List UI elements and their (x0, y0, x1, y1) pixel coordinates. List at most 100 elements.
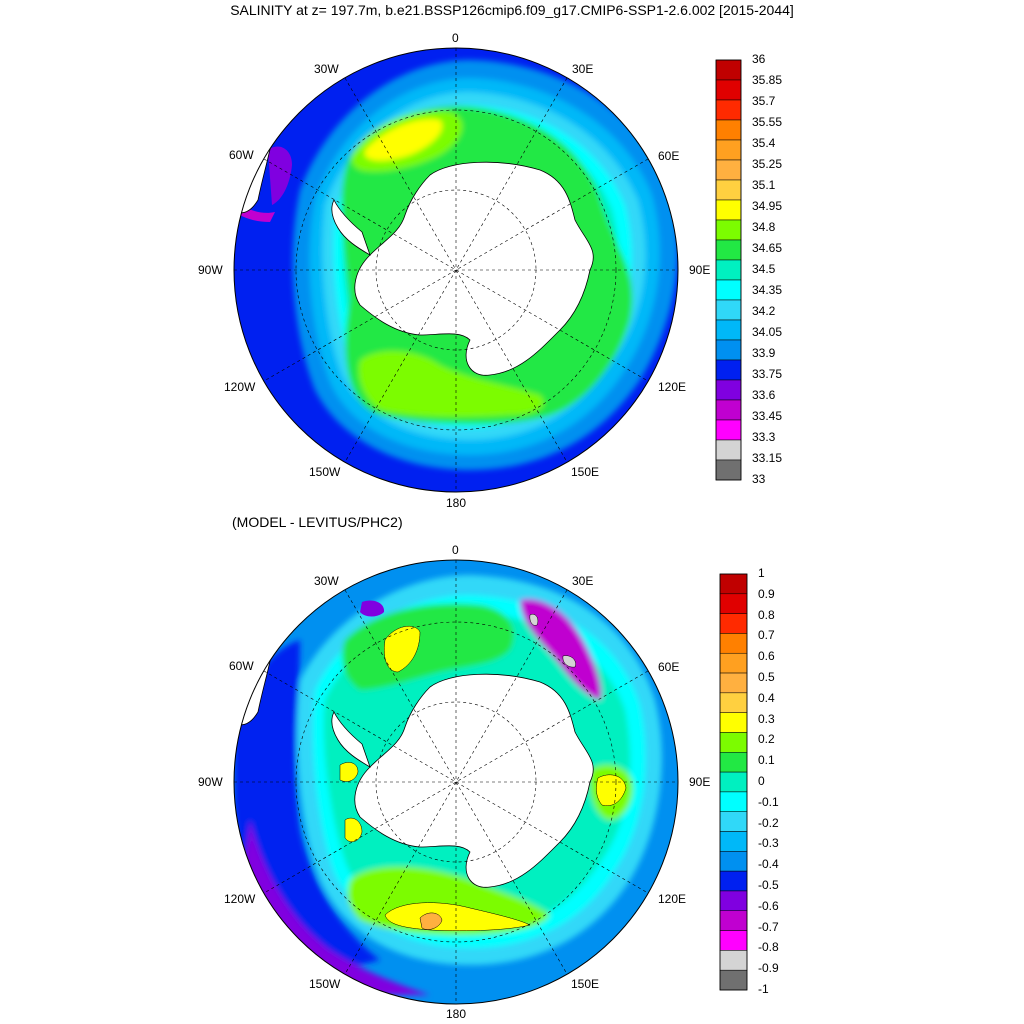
top-lon-label-30w: 30W (314, 62, 339, 76)
top-lon-label-120w: 120W (224, 380, 256, 394)
bottom-colorbar-label: -0.7 (758, 919, 779, 934)
top-purple-patch (268, 146, 292, 205)
top-colorbar-box (715, 99, 742, 121)
bottom-yellow-core-east (596, 774, 627, 806)
bottom-map-border (233, 559, 679, 1005)
top-lon-label-150e: 150E (571, 465, 600, 479)
top-colorbar-label: 35.55 (752, 115, 783, 129)
bottom-colorbar-label: -0.2 (758, 815, 779, 830)
top-colorbar-box (715, 179, 742, 201)
bottom-colorbar-label: -0.9 (758, 961, 779, 976)
bottom-colorbar-box (719, 831, 748, 852)
bottom-colorbar-label: -0.4 (758, 857, 779, 872)
top-lon-label-0: 0 (452, 31, 459, 45)
top-colorbar-label: 36 (752, 52, 766, 66)
figure-title: SALINITY at z= 197.7m, b.e21.BSSP126cmip… (230, 2, 794, 18)
top-colorbar-box (715, 319, 742, 341)
top-colorbar-box (715, 399, 742, 421)
top-colorbar-box (715, 379, 742, 401)
difference-subtitle: (MODEL - LEVITUS/PHC2) (232, 514, 403, 530)
bottom-colorbar-box (719, 969, 748, 991)
bottom-colorbar (719, 573, 748, 991)
bottom-gray-patch-b (562, 655, 576, 668)
bottom-colorbar-box (719, 950, 748, 971)
top-colorbar-box (715, 199, 742, 221)
top-contour-band-34-8 (358, 350, 544, 417)
top-colorbar-box (715, 419, 742, 441)
top-colorbar-box (715, 119, 742, 141)
bottom-gray-patch-a (529, 614, 539, 626)
bottom-lon-label-120e: 120E (658, 892, 687, 906)
bottom-colorbar-label: 0.9 (758, 586, 775, 601)
top-graticule (234, 48, 678, 492)
bottom-colorbar-box (719, 732, 748, 753)
top-colorbar-box (715, 239, 742, 261)
top-colorbar-label: 33.75 (752, 367, 783, 381)
top-colorbar-label: 34.05 (752, 325, 783, 339)
bottom-colorbar-label: -1 (758, 982, 769, 996)
top-colorbar-box (715, 339, 742, 361)
bottom-purple-patch-nw (360, 600, 385, 617)
bottom-colorbar-box (719, 890, 748, 912)
top-lon-label-60w: 60W (229, 148, 254, 162)
top-colorbar-label: 34.35 (752, 283, 783, 297)
bottom-colorbar-box (719, 851, 748, 872)
bottom-yellow-core-west (339, 762, 359, 782)
bottom-lon-label-60w: 60W (229, 659, 254, 673)
bottom-lon-label-0: 0 (452, 543, 459, 557)
bottom-colorbar-box (719, 870, 748, 892)
top-lon-label-180: 180 (446, 496, 467, 510)
top-colorbar (715, 59, 742, 481)
top-lon-label-90e: 90E (689, 263, 711, 277)
bottom-colorbar-label: 0.3 (758, 711, 775, 726)
top-polar-map (234, 48, 678, 492)
bottom-lon-label-180: 180 (446, 1007, 467, 1021)
top-colorbar-label: 33.6 (752, 388, 776, 402)
top-colorbar-box (715, 259, 742, 281)
bottom-lon-label-30e: 30E (572, 574, 594, 588)
top-colorbar-label: 35.25 (752, 157, 783, 171)
bottom-colorbar-label: 0 (758, 774, 765, 788)
top-colorbar-box (715, 59, 742, 81)
bottom-colorbar-box (719, 692, 748, 713)
bottom-colorbar-label: 0.1 (758, 753, 775, 768)
bottom-lon-label-150w: 150W (309, 977, 341, 991)
bottom-lon-label-60e: 60E (658, 660, 680, 674)
bottom-colorbar-label: -0.6 (758, 898, 779, 913)
top-colorbar-box (715, 359, 742, 381)
bottom-colorbar-box (719, 771, 748, 793)
bottom-colorbar-box (719, 910, 748, 931)
top-colorbar-label: 33 (752, 472, 766, 486)
bottom-colorbar-box (719, 791, 748, 812)
top-colorbar-box (715, 279, 742, 301)
bottom-lon-label-150e: 150E (571, 977, 600, 991)
bottom-colorbar-label: -0.8 (758, 940, 779, 955)
top-colorbar-box (715, 79, 742, 101)
top-colorbar-label: 33.45 (752, 409, 783, 423)
bottom-antarctic-peninsula (331, 711, 371, 768)
bottom-lon-label-90w: 90W (198, 775, 223, 789)
bottom-colorbar-box (719, 811, 748, 832)
top-lon-label-120e: 120E (658, 380, 687, 394)
bottom-colorbar-label: 0.6 (758, 649, 775, 664)
bottom-colorbar-label: 0.5 (758, 670, 775, 684)
bottom-colorbar-label: 1 (758, 566, 765, 580)
top-colorbar-label: 33.15 (752, 451, 783, 465)
top-colorbar-label: 34.8 (752, 220, 776, 234)
bottom-yellow-core-ws (344, 817, 363, 843)
top-colorbar-label: 35.85 (752, 73, 783, 87)
bottom-lon-label-120w: 120W (224, 892, 256, 906)
top-lon-label-30e: 30E (572, 62, 594, 76)
top-colorbar-box (715, 219, 742, 241)
top-colorbar-label: 34.2 (752, 304, 776, 318)
top-lon-label-150w: 150W (309, 465, 341, 479)
bottom-colorbar-box (719, 593, 748, 614)
top-colorbar-box (715, 139, 742, 161)
top-colorbar-box (715, 159, 742, 181)
bottom-colorbar-box (719, 633, 748, 654)
top-colorbar-box (715, 299, 742, 321)
bottom-colorbar-box (719, 672, 748, 694)
bottom-orange-core (419, 912, 443, 930)
bottom-lon-label-30w: 30W (314, 574, 339, 588)
top-colorbar-label: 34.65 (752, 241, 783, 255)
